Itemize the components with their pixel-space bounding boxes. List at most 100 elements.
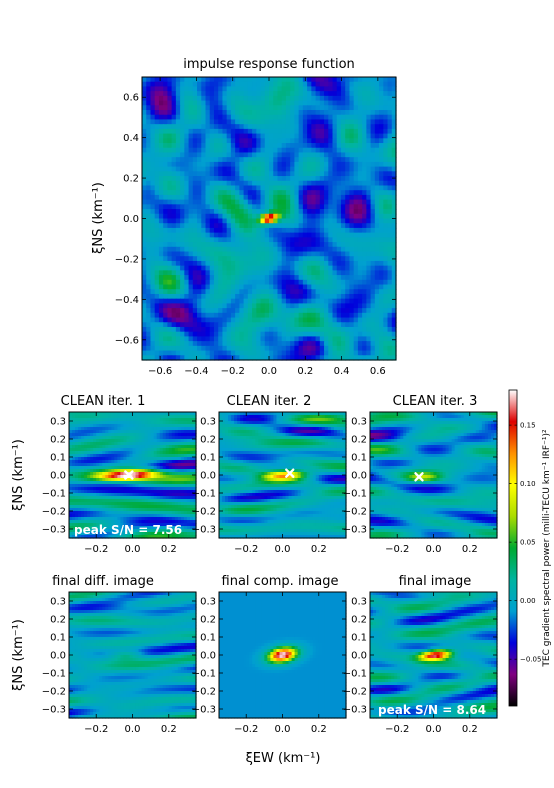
heatmap-cell bbox=[142, 204, 147, 209]
heatmap-cell bbox=[328, 91, 333, 96]
heatmap-cell bbox=[286, 327, 291, 332]
heatmap-cell bbox=[375, 285, 380, 290]
heatmap-cell bbox=[201, 247, 206, 252]
heatmap-cell bbox=[269, 110, 274, 115]
heatmap-cell bbox=[189, 275, 194, 280]
heatmap-cell bbox=[172, 195, 177, 200]
heatmap-cell bbox=[189, 82, 194, 87]
heatmap-cell bbox=[366, 266, 371, 271]
heatmap-cell bbox=[180, 124, 185, 129]
heatmap-cell bbox=[337, 86, 342, 91]
heatmap-cell bbox=[362, 294, 367, 299]
heatmap-cell bbox=[375, 86, 380, 91]
heatmap-cell bbox=[248, 209, 253, 214]
heatmap-cell bbox=[294, 318, 299, 323]
heatmap-cell bbox=[189, 219, 194, 224]
heatmap-cell bbox=[210, 270, 215, 275]
heatmap-cell bbox=[273, 322, 278, 327]
heatmap-cell bbox=[235, 129, 240, 134]
heatmap-cell bbox=[231, 157, 236, 162]
heatmap-cell bbox=[307, 308, 312, 313]
heatmap-cell bbox=[197, 252, 202, 257]
heatmap-cell bbox=[244, 148, 249, 153]
heatmap-cell bbox=[193, 86, 198, 91]
heatmap-cell bbox=[146, 351, 151, 356]
heatmap-cell bbox=[180, 308, 185, 313]
heatmap-cell bbox=[328, 261, 333, 266]
heatmap-cell bbox=[379, 105, 384, 110]
heatmap-cell bbox=[167, 299, 172, 304]
heatmap-cell bbox=[316, 157, 321, 162]
heatmap-cell bbox=[256, 143, 261, 148]
heatmap-cell bbox=[184, 110, 189, 115]
heatmap-cell bbox=[244, 162, 249, 167]
heatmap-cell bbox=[345, 86, 350, 91]
heatmap-cell bbox=[256, 195, 261, 200]
heatmap-cell bbox=[366, 200, 371, 205]
heatmap-cell bbox=[244, 318, 249, 323]
heatmap-cell bbox=[282, 346, 287, 351]
heatmap-cell bbox=[311, 119, 316, 124]
heatmap-cell bbox=[159, 115, 164, 120]
heatmap-cell bbox=[362, 332, 367, 337]
heatmap-cell bbox=[277, 341, 282, 346]
heatmap-cell bbox=[277, 157, 282, 162]
heatmap-cell bbox=[180, 237, 185, 242]
heatmap-cell bbox=[214, 322, 219, 327]
heatmap-cell bbox=[159, 228, 164, 233]
heatmap-cell bbox=[159, 303, 164, 308]
heatmap-cell bbox=[358, 303, 363, 308]
heatmap-cell bbox=[159, 181, 164, 186]
heatmap-cell bbox=[286, 252, 291, 257]
heatmap-cell bbox=[273, 233, 278, 238]
heatmap-cell bbox=[349, 119, 354, 124]
heatmap-cell bbox=[354, 171, 359, 176]
heatmap-cell bbox=[328, 285, 333, 290]
heatmap-cell bbox=[256, 176, 261, 181]
heatmap-cell bbox=[244, 209, 249, 214]
heatmap-cell bbox=[231, 252, 236, 257]
heatmap-cell bbox=[337, 101, 342, 106]
heatmap-cell bbox=[345, 336, 350, 341]
heatmap-cell bbox=[345, 219, 350, 224]
heatmap-cell bbox=[239, 91, 244, 96]
heatmap-cell bbox=[159, 129, 164, 134]
heatmap-cell bbox=[172, 266, 177, 271]
heatmap-cell bbox=[214, 110, 219, 115]
heatmap-cell bbox=[222, 233, 227, 238]
heatmap-cell bbox=[362, 167, 367, 172]
heatmap-cell bbox=[146, 148, 151, 153]
heatmap-cell bbox=[349, 143, 354, 148]
heatmap-cell bbox=[294, 242, 299, 247]
heatmap-cell bbox=[345, 101, 350, 106]
heatmap-cell bbox=[142, 228, 147, 233]
heatmap-cell bbox=[282, 148, 287, 153]
heatmap-cell bbox=[222, 299, 227, 304]
heatmap-cell bbox=[231, 148, 236, 153]
heatmap-cell bbox=[358, 105, 363, 110]
heatmap-cell bbox=[375, 242, 380, 247]
heatmap-cell bbox=[320, 299, 325, 304]
heatmap-cell bbox=[388, 209, 393, 214]
heatmap-cell bbox=[345, 143, 350, 148]
heatmap-cell bbox=[337, 82, 342, 87]
heatmap-cell bbox=[294, 346, 299, 351]
heatmap-cell bbox=[193, 101, 198, 106]
heatmap-cell bbox=[299, 124, 304, 129]
heatmap-cell bbox=[167, 77, 172, 82]
heatmap-cell bbox=[328, 105, 333, 110]
heatmap-cell bbox=[349, 105, 354, 110]
heatmap-cell bbox=[303, 124, 308, 129]
heatmap-cell bbox=[218, 237, 223, 242]
heatmap-cell bbox=[265, 167, 270, 172]
heatmap-cell bbox=[324, 101, 329, 106]
heatmap-cell bbox=[180, 318, 185, 323]
heatmap-cell bbox=[256, 148, 261, 153]
heatmap-cell bbox=[235, 96, 240, 101]
heatmap-cell bbox=[235, 134, 240, 139]
heatmap-cell bbox=[358, 332, 363, 337]
heatmap-cell bbox=[142, 138, 147, 143]
heatmap-cell bbox=[197, 233, 202, 238]
heatmap-cell bbox=[197, 318, 202, 323]
heatmap-cell bbox=[269, 200, 274, 205]
